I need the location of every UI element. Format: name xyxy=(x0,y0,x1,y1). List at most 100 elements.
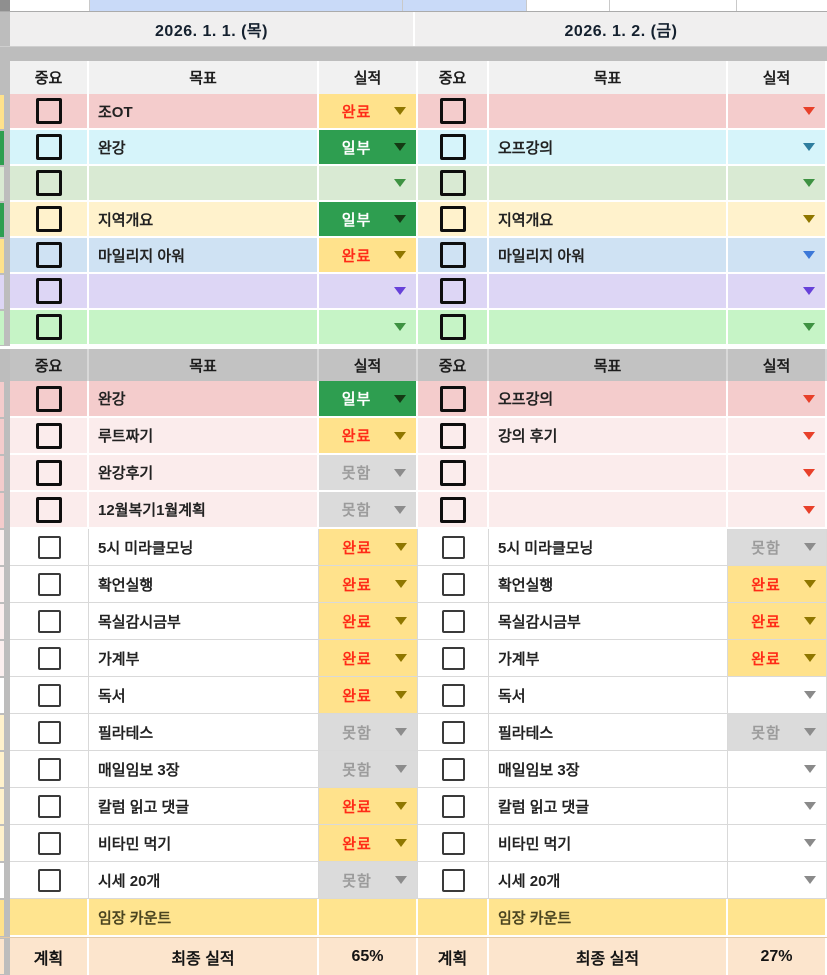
chevron-down-icon[interactable] xyxy=(804,617,816,625)
important-checkbox-cell-right[interactable] xyxy=(418,862,489,899)
chevron-down-icon[interactable] xyxy=(804,654,816,662)
chevron-down-icon[interactable] xyxy=(804,839,816,847)
important-checkbox-cell-left[interactable] xyxy=(10,455,89,492)
goal-cell-left[interactable]: 확언실행 xyxy=(89,566,319,603)
goal-cell-right[interactable]: 오프강의 xyxy=(489,130,728,166)
important-checkbox-cell-left[interactable] xyxy=(10,418,89,455)
checkbox-icon[interactable] xyxy=(35,278,62,304)
chevron-down-icon[interactable] xyxy=(804,543,816,551)
goal-cell-right[interactable]: 확언실행 xyxy=(489,566,728,603)
checkbox-icon[interactable] xyxy=(35,170,62,196)
chevron-down-icon[interactable] xyxy=(394,287,406,295)
status-dropdown-right[interactable] xyxy=(728,202,827,238)
checkbox-icon[interactable] xyxy=(37,609,61,633)
goal-cell-right[interactable] xyxy=(489,274,728,310)
important-checkbox-cell-right[interactable] xyxy=(418,381,489,418)
status-dropdown-left[interactable]: 완료 xyxy=(319,238,418,274)
checkbox-icon[interactable] xyxy=(439,98,466,124)
goal-cell-left[interactable] xyxy=(89,166,319,202)
important-checkbox-cell-left[interactable] xyxy=(10,751,89,788)
status-dropdown-right[interactable] xyxy=(728,418,827,455)
status-dropdown-left[interactable] xyxy=(319,274,418,310)
chevron-down-icon[interactable] xyxy=(394,505,406,514)
checkbox-icon[interactable] xyxy=(37,646,61,670)
checkbox-icon[interactable] xyxy=(35,206,62,232)
checkbox-icon[interactable] xyxy=(439,496,466,523)
status-dropdown-right[interactable] xyxy=(728,751,827,788)
chevron-down-icon[interactable] xyxy=(803,179,815,187)
status-dropdown-right[interactable] xyxy=(728,381,827,418)
chevron-down-icon[interactable] xyxy=(803,143,815,151)
status-dropdown-left[interactable]: 못함 xyxy=(319,492,418,529)
count-value-left[interactable] xyxy=(319,899,418,937)
goal-cell-right[interactable] xyxy=(489,310,728,346)
count-label-left[interactable]: 임장 카운트 xyxy=(89,899,319,937)
important-checkbox-cell-left[interactable] xyxy=(10,862,89,899)
important-checkbox-cell-left[interactable] xyxy=(10,566,89,603)
checkbox-icon[interactable] xyxy=(35,385,62,412)
goal-cell-left[interactable]: 칼럼 읽고 댓글 xyxy=(89,788,319,825)
checkbox-icon[interactable] xyxy=(439,242,466,268)
checkbox-icon[interactable] xyxy=(441,535,465,559)
checkbox-icon[interactable] xyxy=(439,459,466,486)
goal-cell-left[interactable]: 완강후기 xyxy=(89,455,319,492)
chevron-down-icon[interactable] xyxy=(394,468,406,477)
status-dropdown-left[interactable]: 일부 xyxy=(319,130,418,166)
important-checkbox-cell-right[interactable] xyxy=(418,677,489,714)
goal-cell-right[interactable] xyxy=(489,94,728,130)
status-dropdown-right[interactable] xyxy=(728,455,827,492)
goal-cell-left[interactable]: 비타민 먹기 xyxy=(89,825,319,862)
goal-cell-left[interactable]: 목실감시금부 xyxy=(89,603,319,640)
status-dropdown-left[interactable]: 일부 xyxy=(319,381,418,418)
important-checkbox-cell-left[interactable] xyxy=(10,825,89,862)
status-dropdown-right[interactable]: 완료 xyxy=(728,603,827,640)
status-dropdown-right[interactable] xyxy=(728,274,827,310)
important-checkbox-cell-right[interactable] xyxy=(418,566,489,603)
chevron-down-icon[interactable] xyxy=(804,876,816,884)
checkbox-icon[interactable] xyxy=(35,98,62,124)
goal-cell-left[interactable]: 가계부 xyxy=(89,640,319,677)
important-checkbox-cell-left[interactable] xyxy=(10,202,89,238)
chevron-down-icon[interactable] xyxy=(394,215,406,223)
chevron-down-icon[interactable] xyxy=(394,323,406,331)
goal-cell-right[interactable]: 목실감시금부 xyxy=(489,603,728,640)
important-checkbox-cell-right[interactable] xyxy=(418,825,489,862)
checkbox-icon[interactable] xyxy=(37,757,61,781)
status-dropdown-right[interactable] xyxy=(728,677,827,714)
chevron-down-icon[interactable] xyxy=(395,876,407,884)
important-checkbox-cell-right[interactable] xyxy=(418,751,489,788)
important-checkbox-cell-left[interactable] xyxy=(10,166,89,202)
goal-cell-right[interactable]: 매일임보 3장 xyxy=(489,751,728,788)
goal-cell-left[interactable]: 지역개요 xyxy=(89,202,319,238)
checkbox-icon[interactable] xyxy=(439,278,466,304)
important-checkbox-cell-right[interactable] xyxy=(418,603,489,640)
status-dropdown-left[interactable] xyxy=(319,166,418,202)
checkbox-icon[interactable] xyxy=(439,422,466,449)
checkbox-icon[interactable] xyxy=(37,535,61,559)
important-checkbox-cell-left[interactable] xyxy=(10,94,89,130)
checkbox-icon[interactable] xyxy=(441,757,465,781)
chevron-down-icon[interactable] xyxy=(804,765,816,773)
important-checkbox-cell-left[interactable] xyxy=(10,714,89,751)
important-checkbox-cell-left[interactable] xyxy=(10,274,89,310)
chevron-down-icon[interactable] xyxy=(394,107,406,115)
chevron-down-icon[interactable] xyxy=(394,431,406,440)
goal-cell-left[interactable]: 시세 20개 xyxy=(89,862,319,899)
goal-cell-left[interactable]: 필라테스 xyxy=(89,714,319,751)
checkbox-icon[interactable] xyxy=(441,831,465,855)
goal-cell-left[interactable] xyxy=(89,274,319,310)
chevron-down-icon[interactable] xyxy=(395,617,407,625)
status-dropdown-left[interactable]: 완료 xyxy=(319,640,418,677)
checkbox-icon[interactable] xyxy=(439,314,466,340)
checkbox-icon[interactable] xyxy=(35,134,62,160)
important-checkbox-cell-right[interactable] xyxy=(418,529,489,566)
chevron-down-icon[interactable] xyxy=(804,691,816,699)
status-dropdown-right[interactable]: 못함 xyxy=(728,529,827,566)
status-dropdown-left[interactable]: 못함 xyxy=(319,751,418,788)
status-dropdown-right[interactable] xyxy=(728,862,827,899)
goal-cell-left[interactable]: 5시 미라클모닝 xyxy=(89,529,319,566)
important-checkbox-cell-left[interactable] xyxy=(10,788,89,825)
date-header-left[interactable]: 2026. 1. 1. (목) xyxy=(10,12,415,46)
chevron-down-icon[interactable] xyxy=(394,251,406,259)
important-checkbox-cell-right[interactable] xyxy=(418,640,489,677)
